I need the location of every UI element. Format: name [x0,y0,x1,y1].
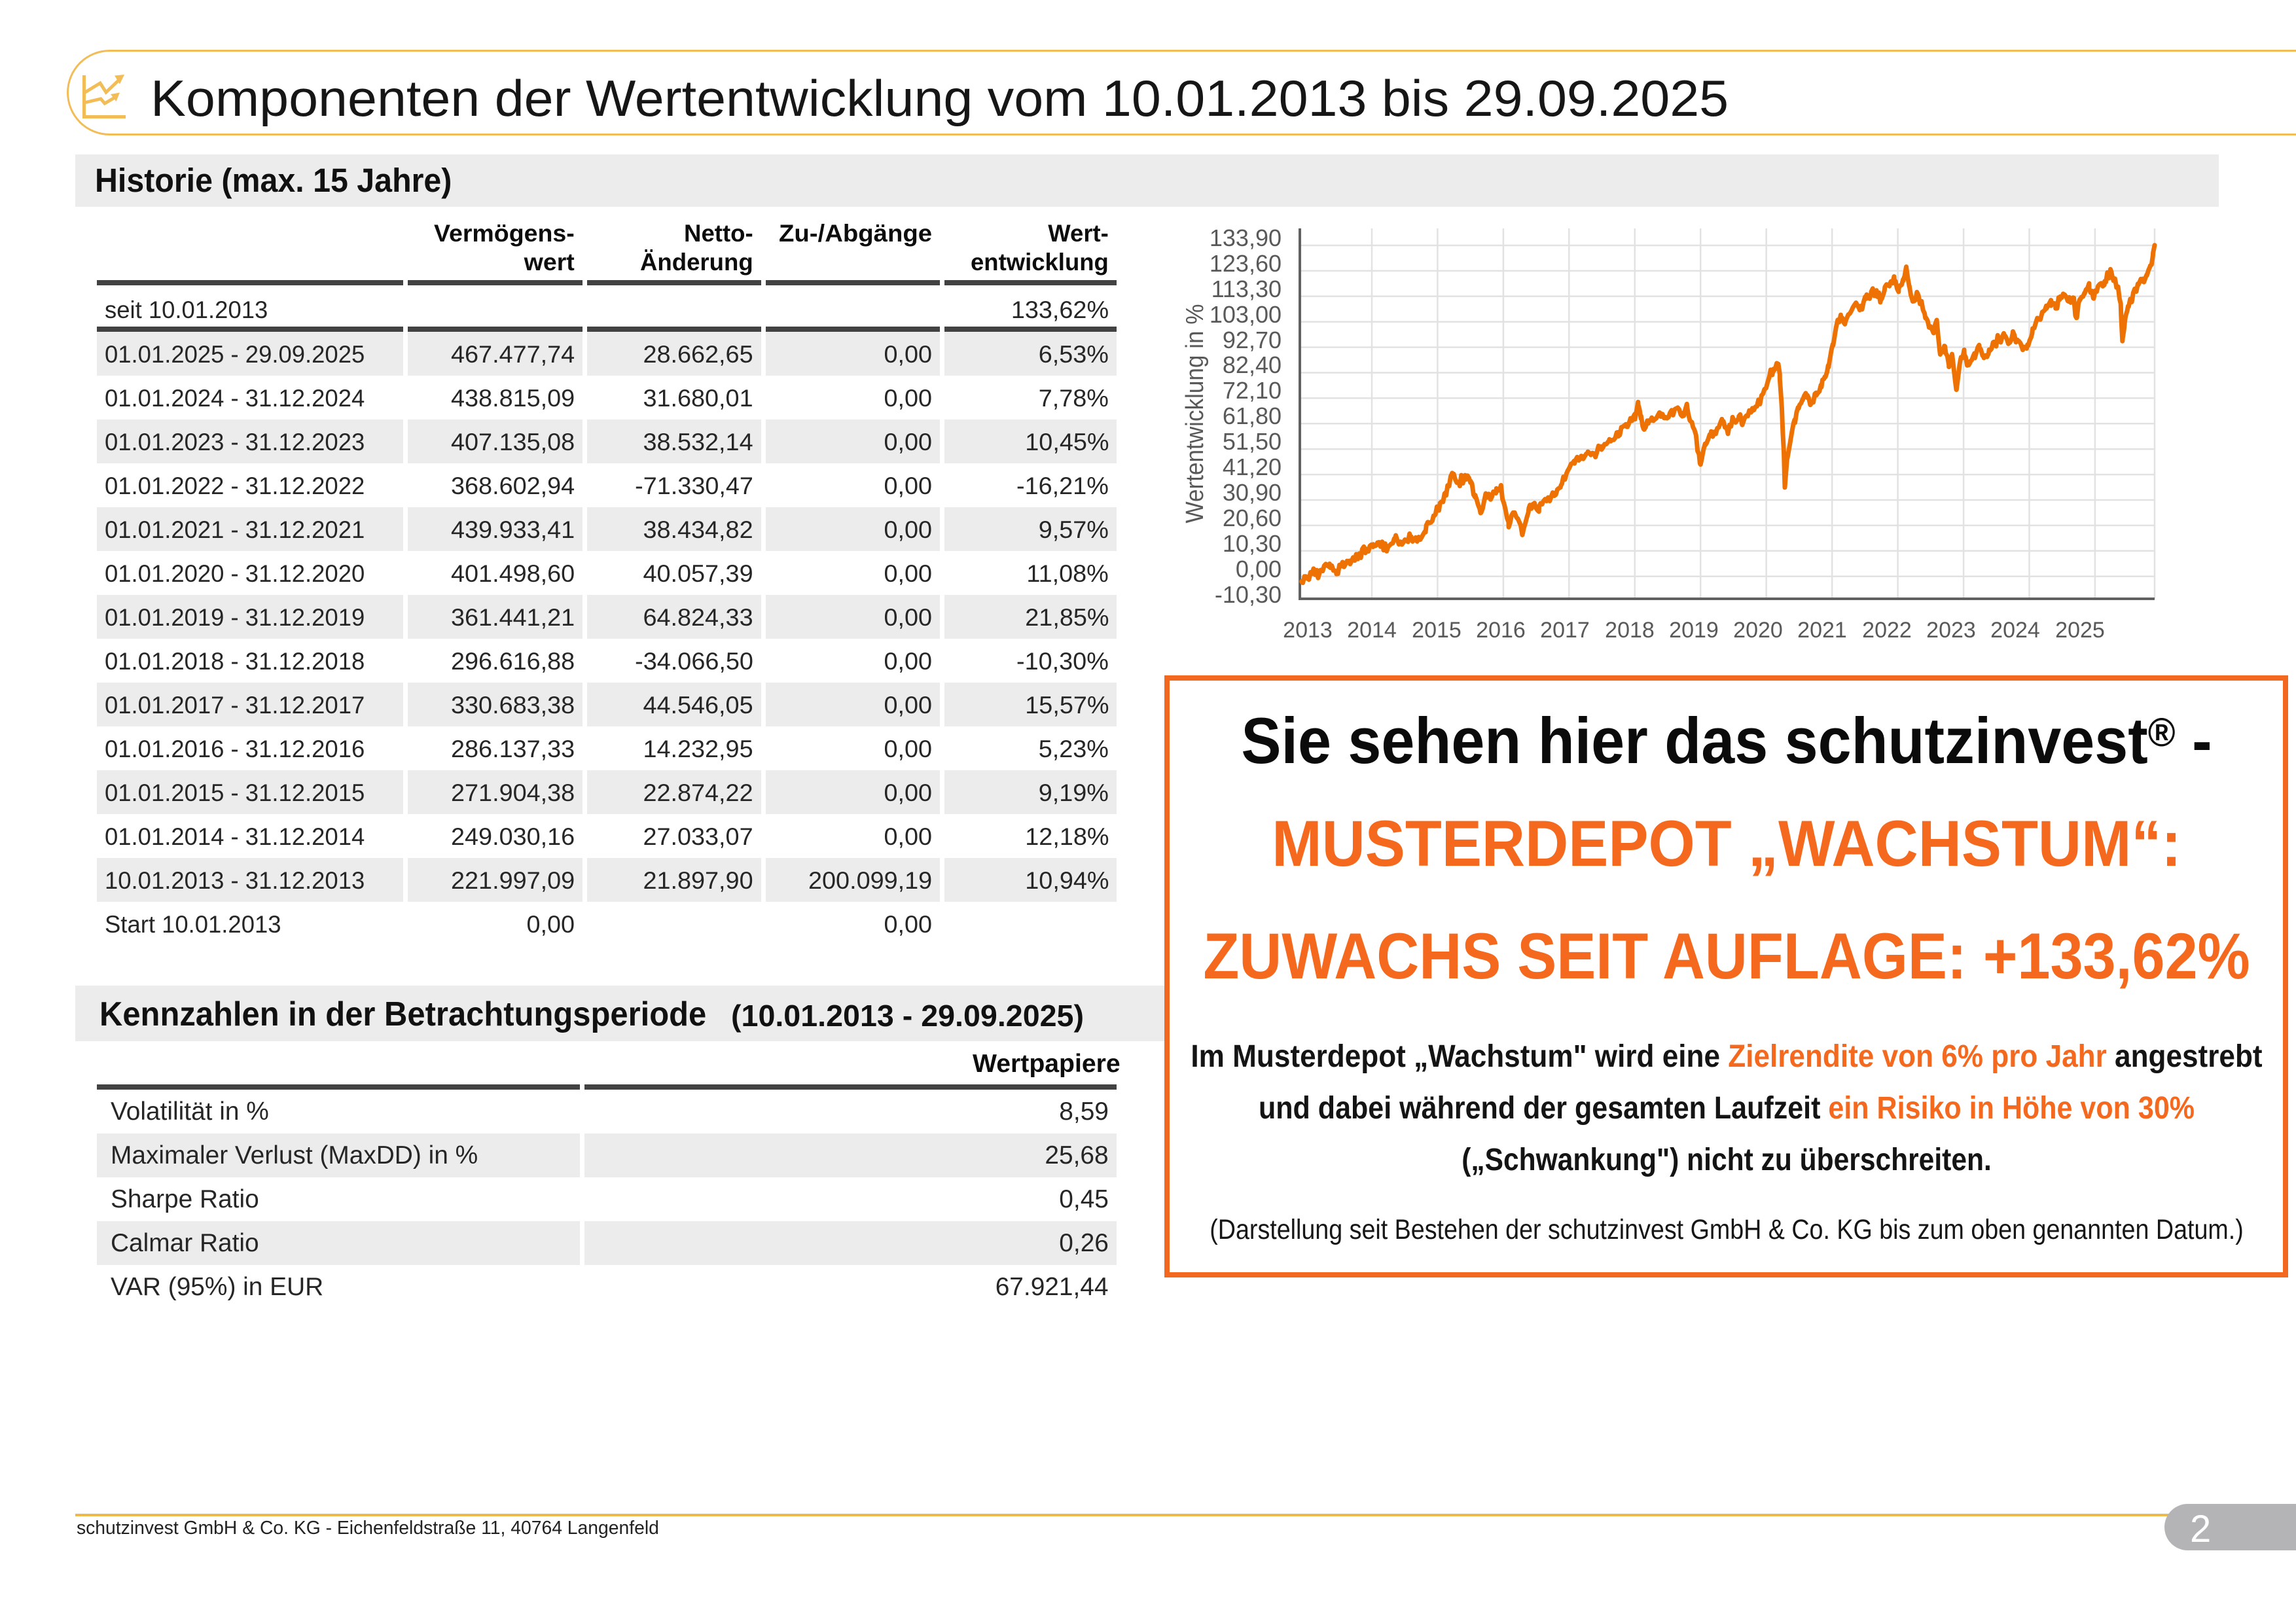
svg-text:2022: 2022 [1862,618,1912,643]
svg-text:92,70: 92,70 [1223,327,1282,353]
svg-text:2017: 2017 [1540,618,1590,643]
svg-text:2018: 2018 [1605,618,1655,643]
svg-text:2013: 2013 [1283,618,1333,643]
svg-text:0,00: 0,00 [1236,556,1282,582]
svg-text:2021: 2021 [1797,618,1847,643]
svg-text:2019: 2019 [1669,618,1719,643]
svg-text:2015: 2015 [1412,618,1462,643]
svg-text:-10,30: -10,30 [1215,581,1282,608]
svg-text:82,40: 82,40 [1223,351,1282,378]
svg-text:Wertentwicklung in %: Wertentwicklung in % [1181,304,1209,524]
svg-text:113,30: 113,30 [1211,276,1282,302]
svg-text:51,50: 51,50 [1223,428,1282,455]
svg-text:30,90: 30,90 [1223,479,1282,506]
svg-text:2014: 2014 [1347,618,1397,643]
svg-text:103,00: 103,00 [1210,301,1282,328]
svg-text:20,60: 20,60 [1223,505,1282,531]
svg-text:2023: 2023 [1926,618,1976,643]
svg-text:41,20: 41,20 [1223,454,1282,480]
svg-text:2025: 2025 [2055,618,2105,643]
svg-text:123,60: 123,60 [1210,250,1282,277]
svg-text:61,80: 61,80 [1223,402,1282,429]
svg-text:72,10: 72,10 [1223,377,1282,404]
svg-text:2024: 2024 [1990,618,2040,643]
svg-text:2020: 2020 [1733,618,1783,643]
svg-text:10,30: 10,30 [1223,530,1282,557]
svg-text:2016: 2016 [1476,618,1526,643]
svg-text:133,90: 133,90 [1210,224,1282,251]
